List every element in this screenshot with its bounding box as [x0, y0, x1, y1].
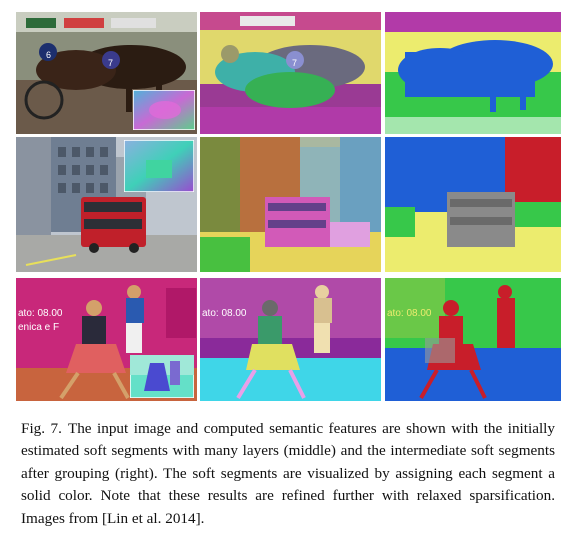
street-bus-initial-soft-segments: [200, 137, 381, 272]
tennis-player-grouped-soft-segments: ato: 08.00: [385, 278, 561, 401]
tennis-player-initial-soft-segments: ato: 08.00: [200, 278, 381, 401]
horse-race-initial-soft-segments: 7: [200, 12, 381, 134]
tennis-player-input-image: ato: 08.00 enica e F: [16, 278, 197, 401]
figure-grid: 6 7: [12, 12, 561, 401]
figure-caption: Fig. 7. The input image and computed sema…: [21, 418, 555, 530]
semantic-feature-inset: [133, 90, 195, 130]
banner-text-time-segments: ato: 08.00: [202, 308, 247, 319]
horse-race-input-image: 6 7: [16, 12, 197, 134]
caption-text: The input image and computed semantic fe…: [21, 420, 555, 527]
semantic-feature-inset: [130, 355, 194, 398]
horse-race-grouped-soft-segments: [385, 12, 561, 134]
banner-text-time: ato: 08.00: [18, 308, 63, 319]
banner-text-name: enica e F: [18, 322, 59, 333]
figure-label: Fig. 7.: [21, 420, 62, 437]
banner-text-time-grouped: ato: 08.00: [387, 308, 432, 319]
semantic-feature-inset: [124, 140, 194, 192]
street-bus-grouped-soft-segments: [385, 137, 561, 272]
saddle-number-7-segments: 7: [292, 58, 297, 68]
saddle-number-7: 7: [108, 58, 113, 68]
saddle-number-6: 6: [46, 50, 51, 60]
street-bus-input-image: [16, 137, 197, 272]
